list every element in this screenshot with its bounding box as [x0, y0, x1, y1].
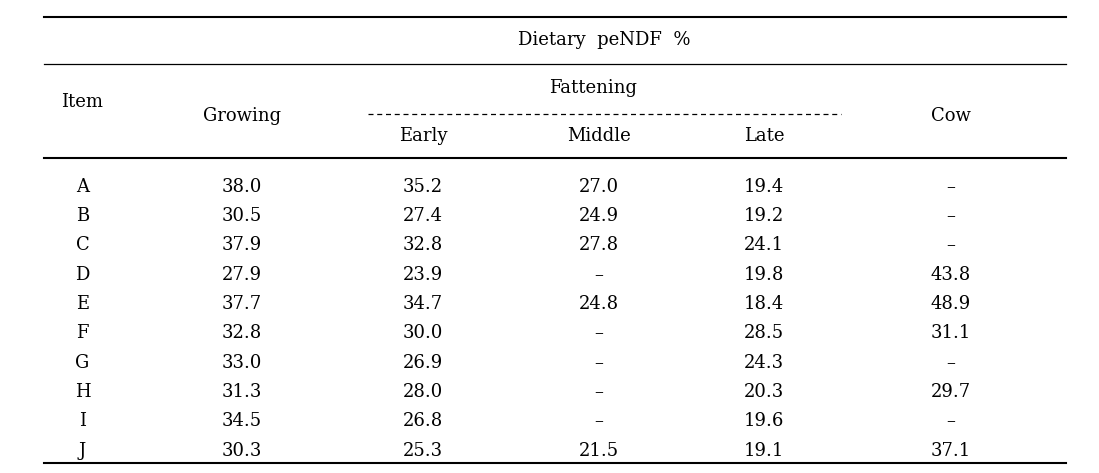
- Text: 24.3: 24.3: [744, 354, 784, 372]
- Text: 32.8: 32.8: [222, 324, 262, 342]
- Text: 27.8: 27.8: [579, 236, 619, 254]
- Text: 48.9: 48.9: [931, 295, 970, 313]
- Text: –: –: [946, 236, 955, 254]
- Text: F: F: [76, 324, 89, 342]
- Text: 30.3: 30.3: [222, 442, 262, 460]
- Text: A: A: [76, 178, 89, 196]
- Text: 25.3: 25.3: [403, 442, 443, 460]
- Text: 24.1: 24.1: [744, 236, 784, 254]
- Text: Growing: Growing: [202, 107, 281, 125]
- Text: Middle: Middle: [567, 127, 631, 145]
- Text: –: –: [595, 412, 603, 430]
- Text: 32.8: 32.8: [403, 236, 443, 254]
- Text: I: I: [79, 412, 86, 430]
- Text: 43.8: 43.8: [931, 266, 970, 284]
- Text: 28.0: 28.0: [403, 383, 443, 401]
- Text: –: –: [595, 354, 603, 372]
- Text: 23.9: 23.9: [403, 266, 443, 284]
- Text: Item: Item: [62, 93, 103, 111]
- Text: 27.4: 27.4: [403, 207, 443, 225]
- Text: 19.2: 19.2: [744, 207, 784, 225]
- Text: D: D: [75, 266, 90, 284]
- Text: 31.1: 31.1: [931, 324, 970, 342]
- Text: 24.8: 24.8: [579, 295, 619, 313]
- Text: 27.0: 27.0: [579, 178, 619, 196]
- Text: Early: Early: [399, 127, 447, 145]
- Text: 37.1: 37.1: [931, 442, 970, 460]
- Text: 18.4: 18.4: [744, 295, 784, 313]
- Text: –: –: [946, 178, 955, 196]
- Text: –: –: [595, 383, 603, 401]
- Text: C: C: [76, 236, 89, 254]
- Text: 19.1: 19.1: [744, 442, 784, 460]
- Text: E: E: [76, 295, 89, 313]
- Text: Dietary  peNDF  %: Dietary peNDF %: [519, 31, 690, 49]
- Text: G: G: [76, 354, 89, 372]
- Text: 38.0: 38.0: [222, 178, 262, 196]
- Text: 34.7: 34.7: [403, 295, 443, 313]
- Text: 19.8: 19.8: [744, 266, 784, 284]
- Text: Late: Late: [744, 127, 784, 145]
- Text: 30.0: 30.0: [403, 324, 443, 342]
- Text: Fattening: Fattening: [550, 79, 637, 96]
- Text: 34.5: 34.5: [222, 412, 262, 430]
- Text: 35.2: 35.2: [403, 178, 443, 196]
- Text: 19.4: 19.4: [744, 178, 784, 196]
- Text: 26.8: 26.8: [403, 412, 443, 430]
- Text: –: –: [595, 266, 603, 284]
- Text: –: –: [946, 207, 955, 225]
- Text: Cow: Cow: [931, 107, 970, 125]
- Text: 33.0: 33.0: [222, 354, 262, 372]
- Text: 31.3: 31.3: [222, 383, 262, 401]
- Text: 30.5: 30.5: [222, 207, 262, 225]
- Text: –: –: [595, 324, 603, 342]
- Text: 28.5: 28.5: [744, 324, 784, 342]
- Text: J: J: [79, 442, 86, 460]
- Text: 24.9: 24.9: [579, 207, 619, 225]
- Text: 26.9: 26.9: [403, 354, 443, 372]
- Text: 27.9: 27.9: [222, 266, 262, 284]
- Text: –: –: [946, 354, 955, 372]
- Text: 29.7: 29.7: [931, 383, 970, 401]
- Text: 20.3: 20.3: [744, 383, 784, 401]
- Text: –: –: [946, 412, 955, 430]
- Text: 37.7: 37.7: [222, 295, 262, 313]
- Text: H: H: [75, 383, 90, 401]
- Text: B: B: [76, 207, 89, 225]
- Text: 19.6: 19.6: [744, 412, 784, 430]
- Text: 37.9: 37.9: [222, 236, 262, 254]
- Text: 21.5: 21.5: [579, 442, 619, 460]
